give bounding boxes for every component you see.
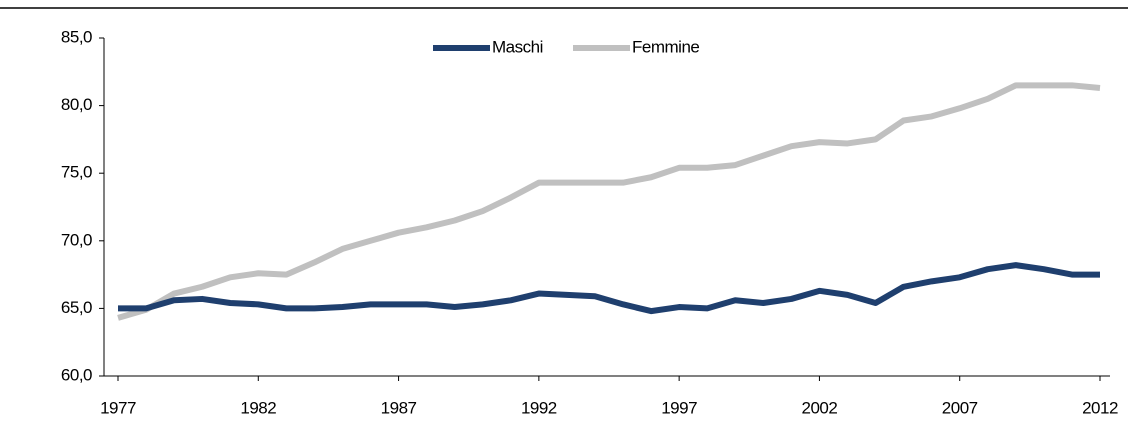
- legend-label: Maschi: [492, 37, 543, 56]
- legend-label: Femmine: [632, 37, 699, 56]
- x-tick-label: 2012: [1082, 398, 1118, 417]
- x-tick-label: 2002: [802, 398, 838, 417]
- x-tick-label: 1987: [381, 398, 417, 417]
- series-line: [117, 82, 1101, 321]
- x-tick-label: 2007: [942, 398, 978, 417]
- y-tick-label: 70,0: [61, 230, 92, 249]
- x-tick-label: 1992: [521, 398, 557, 417]
- y-tick-label: 65,0: [61, 298, 92, 317]
- x-tick-label: 1982: [240, 398, 276, 417]
- y-tick-label: 60,0: [61, 365, 92, 384]
- x-tick-label: 1997: [661, 398, 697, 417]
- y-tick-label: 85,0: [61, 27, 92, 46]
- y-tick-label: 75,0: [61, 163, 92, 182]
- series-line: [118, 262, 1100, 315]
- x-tick-label: 1977: [100, 398, 136, 417]
- y-tick-label: 80,0: [61, 95, 92, 114]
